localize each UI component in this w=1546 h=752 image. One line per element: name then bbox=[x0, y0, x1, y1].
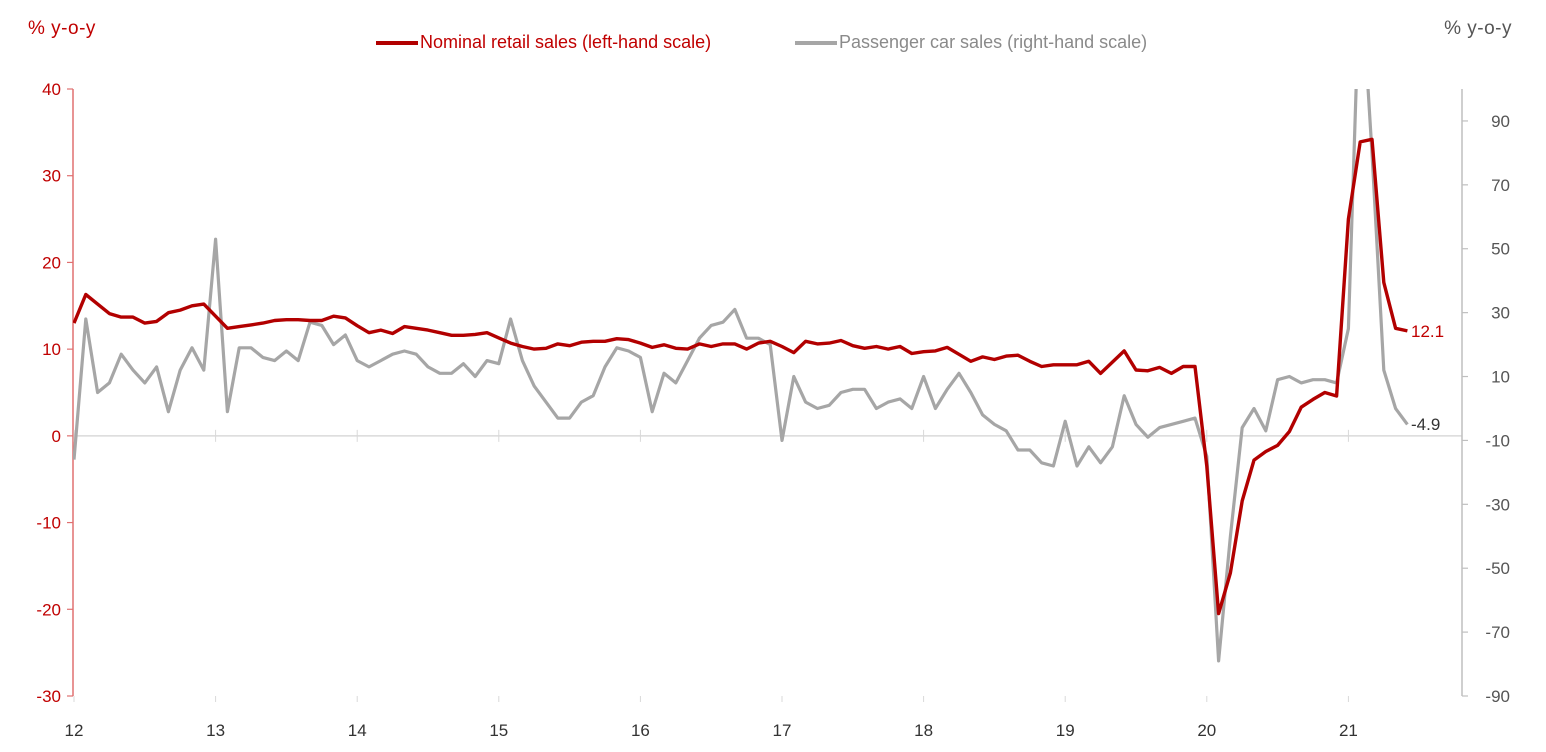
right-tick-label: -50 bbox=[1485, 559, 1510, 578]
right-tick-label: 30 bbox=[1491, 304, 1510, 323]
x-tick-label: 14 bbox=[348, 721, 367, 740]
legend-swatch-cars bbox=[795, 40, 837, 45]
left-tick-label: -30 bbox=[36, 687, 61, 706]
legend-label-retail: Nominal retail sales (left-hand scale) bbox=[420, 32, 712, 52]
legend-retail-sales: Nominal retail sales (left-hand scale) bbox=[376, 32, 711, 53]
right-tick-label: 70 bbox=[1491, 176, 1510, 195]
legend-swatch-retail bbox=[376, 40, 418, 45]
left-tick-label: 20 bbox=[42, 253, 61, 272]
retail-sales-line bbox=[73, 137, 1408, 616]
right-axis-title: % y-o-y bbox=[1444, 18, 1512, 39]
car-sales-line bbox=[73, 89, 1409, 663]
left-tick-label: -10 bbox=[36, 514, 61, 533]
x-tick-label: 17 bbox=[773, 721, 792, 740]
car-end-label: -4.9 bbox=[1411, 415, 1440, 434]
retail-end-label: 12.1 bbox=[1411, 322, 1444, 341]
right-tick-label: -70 bbox=[1485, 623, 1510, 642]
left-tick-label: 40 bbox=[42, 80, 61, 99]
right-tick-label: 90 bbox=[1491, 112, 1510, 131]
left-axis-title: % y-o-y bbox=[28, 18, 96, 39]
right-tick-label: -10 bbox=[1485, 431, 1510, 450]
x-tick-label: 12 bbox=[65, 721, 84, 740]
right-tick-label: 10 bbox=[1491, 368, 1510, 387]
x-tick-label: 16 bbox=[631, 721, 650, 740]
x-tick-label: 15 bbox=[489, 721, 508, 740]
legend-car-sales: Passenger car sales (right-hand scale) bbox=[795, 32, 1147, 53]
left-tick-label: 30 bbox=[42, 167, 61, 186]
legend-label-cars: Passenger car sales (right-hand scale) bbox=[839, 32, 1148, 52]
right-tick-label: 50 bbox=[1491, 240, 1510, 259]
x-tick-label: 20 bbox=[1197, 721, 1216, 740]
x-tick-label: 13 bbox=[206, 721, 225, 740]
x-tick-label: 21 bbox=[1339, 721, 1358, 740]
left-tick-label: -20 bbox=[36, 600, 61, 619]
x-tick-label: 19 bbox=[1056, 721, 1075, 740]
right-tick-label: -30 bbox=[1485, 495, 1510, 514]
right-tick-label: -90 bbox=[1485, 687, 1510, 706]
x-tick-label: 18 bbox=[914, 721, 933, 740]
left-tick-label: 0 bbox=[52, 427, 61, 446]
left-tick-label: 10 bbox=[42, 340, 61, 359]
